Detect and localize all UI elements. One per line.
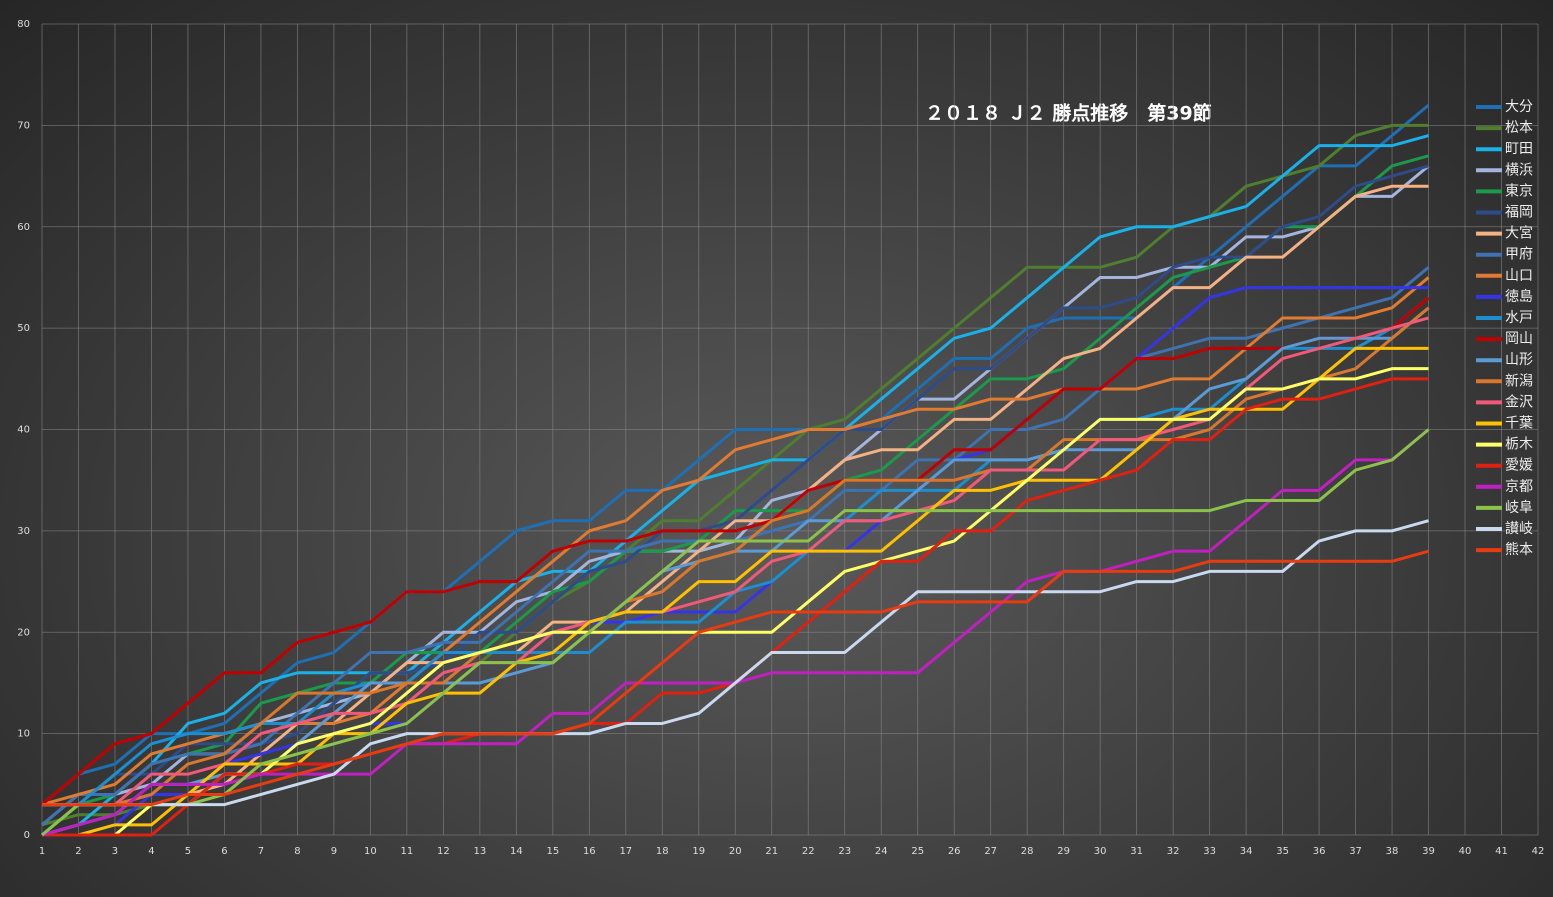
legend-label: 熊本 [1505,542,1533,558]
legend-label: 京都 [1505,479,1533,495]
x-tick-label: 38 [1386,846,1399,857]
x-tick-label: 27 [984,846,997,857]
legend-label: 金沢 [1505,394,1533,410]
x-tick-label: 6 [221,846,227,857]
legend-label: 東京 [1505,183,1533,199]
legend-label: 山口 [1505,268,1533,284]
x-tick-label: 22 [802,846,815,857]
y-tick-label: 10 [17,729,30,740]
x-tick-label: 40 [1459,846,1472,857]
x-tick-label: 37 [1349,846,1362,857]
x-tick-label: 30 [1094,846,1107,857]
series-line [42,367,1429,837]
x-tick-label: 28 [1021,846,1034,857]
chart-title: ２０１８ Ｊ２ 勝点推移 第39節 [925,102,1212,125]
legend-label: 大分 [1505,99,1533,115]
series-line [41,428,1430,837]
x-tick-label: 1 [39,846,45,857]
series-line [42,316,1429,807]
y-tick-label: 80 [17,19,30,30]
x-tick-label: 8 [294,846,300,857]
x-tick-label: 21 [765,846,778,857]
y-tick-label: 30 [17,526,30,537]
legend-label: 山形 [1505,352,1533,368]
y-tick-label: 0 [24,830,30,841]
x-tick-label: 23 [838,846,851,857]
x-tick-label: 25 [911,846,924,857]
y-tick-label: 70 [17,120,30,131]
x-tick-label: 42 [1532,846,1545,857]
x-tick-label: 34 [1240,846,1253,857]
legend-label: 栃木 [1505,437,1533,453]
legend-label: 岐阜 [1505,499,1533,516]
series-line [41,154,1429,837]
legend-label: 町田 [1505,141,1533,157]
x-tick-label: 12 [437,846,450,857]
legend-label: 千葉 [1505,416,1533,432]
legend-label: 横浜 [1505,162,1533,178]
x-tick-label: 17 [619,846,632,857]
legend-label: 新潟 [1505,373,1533,389]
series-line [42,549,1429,807]
x-tick-label: 14 [510,846,523,857]
x-tick-label: 41 [1495,846,1508,857]
series-line [42,306,1430,807]
x-tick-label: 16 [583,846,596,857]
x-tick-label: 29 [1057,846,1070,857]
legend-label: 讃岐 [1505,521,1533,537]
x-tick-label: 3 [112,846,118,857]
series-line [41,134,1429,837]
y-tick-label: 40 [17,425,30,436]
legend-label: 松本 [1505,120,1533,136]
series-line [41,296,1430,806]
x-tick-label: 32 [1167,846,1180,857]
x-tick-label: 26 [948,846,961,857]
legend-label: 大宮 [1505,226,1533,242]
x-tick-label: 7 [258,846,264,857]
x-tick-label: 13 [473,846,486,857]
legend-label: 愛媛 [1505,458,1533,474]
x-tick-label: 18 [656,846,669,857]
x-tick-label: 19 [692,846,705,857]
x-tick-label: 20 [729,846,742,857]
legend-label: 岡山 [1505,331,1533,347]
legend-label: 徳島 [1505,289,1533,305]
legend-label: 水戸 [1505,310,1533,326]
x-tick-label: 24 [875,846,888,857]
y-tick-label: 20 [17,627,30,638]
x-tick-label: 11 [401,846,414,857]
x-tick-label: 4 [148,846,154,857]
x-tick-label: 33 [1203,846,1216,857]
x-tick-label: 10 [364,846,377,857]
series-line [42,519,1429,807]
x-tick-label: 31 [1130,846,1143,857]
legend-label: 甲府 [1505,247,1533,263]
series-line [41,184,1429,837]
x-tick-label: 9 [331,846,337,857]
y-tick-label: 50 [17,323,30,334]
y-tick-label: 60 [17,222,30,233]
x-tick-label: 2 [75,846,81,857]
x-tick-label: 5 [185,846,191,857]
x-tick-label: 35 [1276,846,1289,857]
x-tick-label: 39 [1422,846,1435,857]
series-line [42,286,1429,837]
x-tick-label: 36 [1313,846,1326,857]
x-tick-label: 15 [546,846,559,857]
legend-label: 福岡 [1505,205,1533,221]
